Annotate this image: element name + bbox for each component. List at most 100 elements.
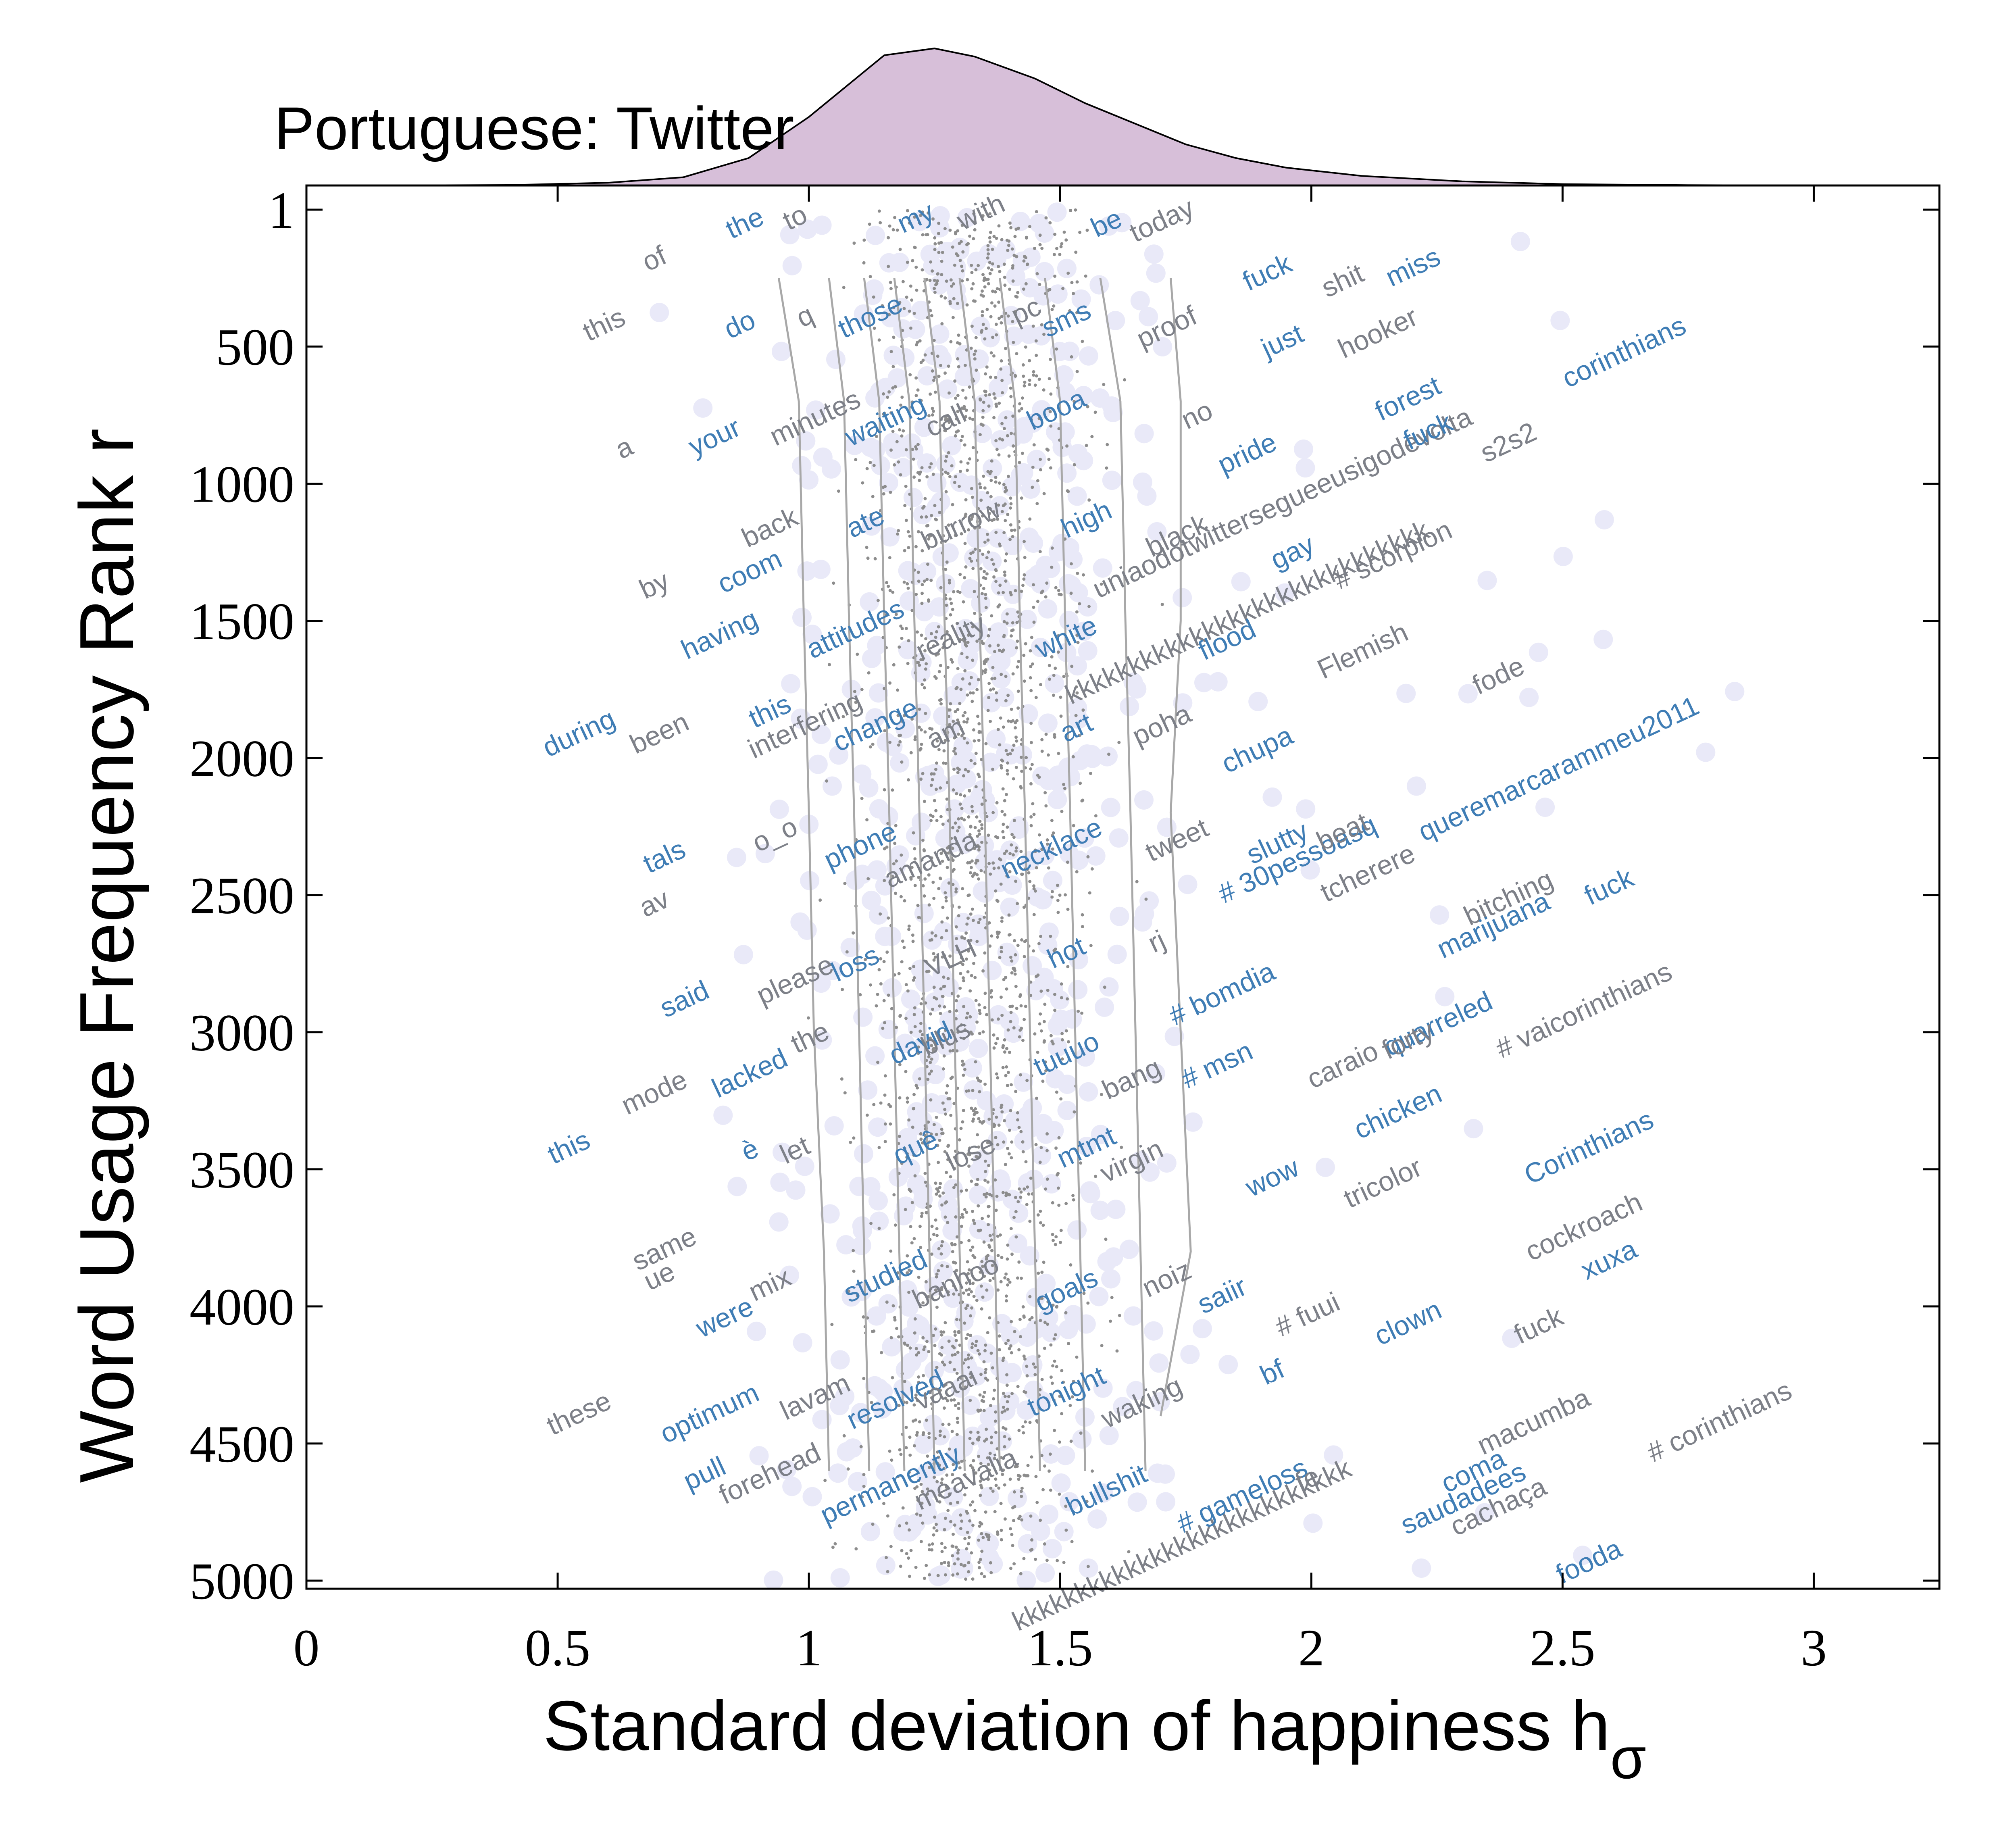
- word-point: [934, 768, 937, 771]
- word-point: [968, 1503, 972, 1507]
- word-point: [1004, 416, 1008, 419]
- word-point: [962, 1291, 965, 1295]
- word-label: this: [543, 1124, 595, 1170]
- word-point: [909, 1549, 913, 1552]
- word-label: waking: [1096, 1370, 1187, 1434]
- word-point: [1054, 1146, 1058, 1150]
- word-point: [1006, 1243, 1010, 1247]
- word-point: [1005, 987, 1008, 991]
- word-point: [1056, 1186, 1060, 1190]
- word-point: [1012, 819, 1016, 822]
- word-point: [959, 1563, 963, 1566]
- percentile-line: [828, 278, 871, 1471]
- word-point: [1075, 280, 1079, 284]
- word-point: [921, 583, 924, 586]
- word-point-halo: [889, 845, 909, 865]
- word-point: [1059, 1241, 1062, 1244]
- word-point: [917, 1351, 921, 1354]
- word-point-halo: [1068, 980, 1088, 1000]
- x-axis-title: Standard deviation of happiness hσ: [543, 1687, 1646, 1791]
- word-point: [1012, 1216, 1016, 1219]
- word-label: chupa: [1217, 720, 1297, 779]
- word-point: [1016, 1111, 1019, 1115]
- word-point: [1069, 209, 1073, 212]
- word-point: [939, 1012, 942, 1015]
- word-point: [994, 376, 998, 379]
- word-point-halo: [795, 1156, 814, 1176]
- word-point: [1000, 315, 1004, 319]
- word-point-halo: [1027, 450, 1046, 469]
- word-point: [911, 933, 914, 937]
- word-point: [960, 223, 964, 227]
- word-point: [883, 411, 886, 415]
- word-point: [925, 233, 928, 237]
- word-point: [1001, 1473, 1004, 1476]
- word-point: [1001, 830, 1005, 833]
- word-point: [919, 399, 923, 402]
- word-point: [914, 376, 918, 380]
- word-label: do: [719, 304, 760, 345]
- word-label: miss: [1381, 241, 1445, 293]
- word-point: [1051, 1364, 1055, 1368]
- word-point: [944, 540, 947, 543]
- word-point: [918, 479, 921, 482]
- word-point-halo: [890, 753, 910, 773]
- word-point: [940, 1264, 944, 1267]
- word-point: [968, 234, 972, 238]
- word-point: [964, 396, 968, 400]
- word-point: [939, 664, 942, 667]
- word-point-halo: [1029, 214, 1049, 233]
- word-point: [981, 1536, 985, 1540]
- word-point: [1031, 485, 1034, 489]
- word-point-halo: [1098, 746, 1118, 766]
- word-point: [977, 1538, 981, 1542]
- word-point: [921, 592, 924, 595]
- word-point: [977, 264, 980, 267]
- word-point: [939, 786, 942, 790]
- word-point: [935, 281, 939, 285]
- word-point: [981, 273, 985, 276]
- word-point: [987, 1535, 991, 1539]
- word-point: [964, 1385, 967, 1389]
- word-label: been: [625, 706, 693, 760]
- word-point: [949, 1113, 953, 1117]
- word-point: [921, 210, 924, 214]
- word-point: [960, 807, 964, 810]
- word-point-halo: [991, 652, 1011, 671]
- word-point: [915, 343, 918, 346]
- word-point: [927, 1295, 930, 1298]
- word-point: [964, 1288, 968, 1292]
- word-point: [976, 1155, 979, 1159]
- word-point: [937, 1190, 940, 1193]
- word-point: [1009, 720, 1013, 723]
- word-point: [987, 696, 991, 699]
- word-point: [909, 876, 913, 879]
- word-point: [1046, 1323, 1050, 1326]
- word-point: [969, 1248, 973, 1252]
- word-point: [906, 209, 909, 213]
- word-point: [1064, 1504, 1068, 1508]
- word-point: [954, 710, 957, 713]
- word-point: [1003, 573, 1007, 577]
- word-point: [1081, 708, 1085, 712]
- word-point: [982, 475, 985, 478]
- word-point: [996, 1076, 1000, 1079]
- word-point: [976, 1178, 979, 1181]
- word-point: [941, 1360, 944, 1364]
- word-point-halo: [860, 1522, 880, 1542]
- word-point: [917, 916, 921, 919]
- word-point: [957, 817, 960, 821]
- word-point: [957, 825, 961, 829]
- word-point: [1088, 891, 1091, 895]
- word-point: [958, 258, 962, 262]
- word-point: [989, 688, 992, 692]
- word-point: [979, 1494, 982, 1497]
- word-point: [949, 1175, 952, 1179]
- word-point-halo: [937, 379, 957, 399]
- word-point: [970, 1179, 973, 1183]
- word-point: [1021, 363, 1025, 367]
- word-point: [971, 1281, 975, 1285]
- word-point: [989, 1351, 993, 1355]
- word-point: [923, 1345, 927, 1349]
- word-point: [1029, 1514, 1033, 1518]
